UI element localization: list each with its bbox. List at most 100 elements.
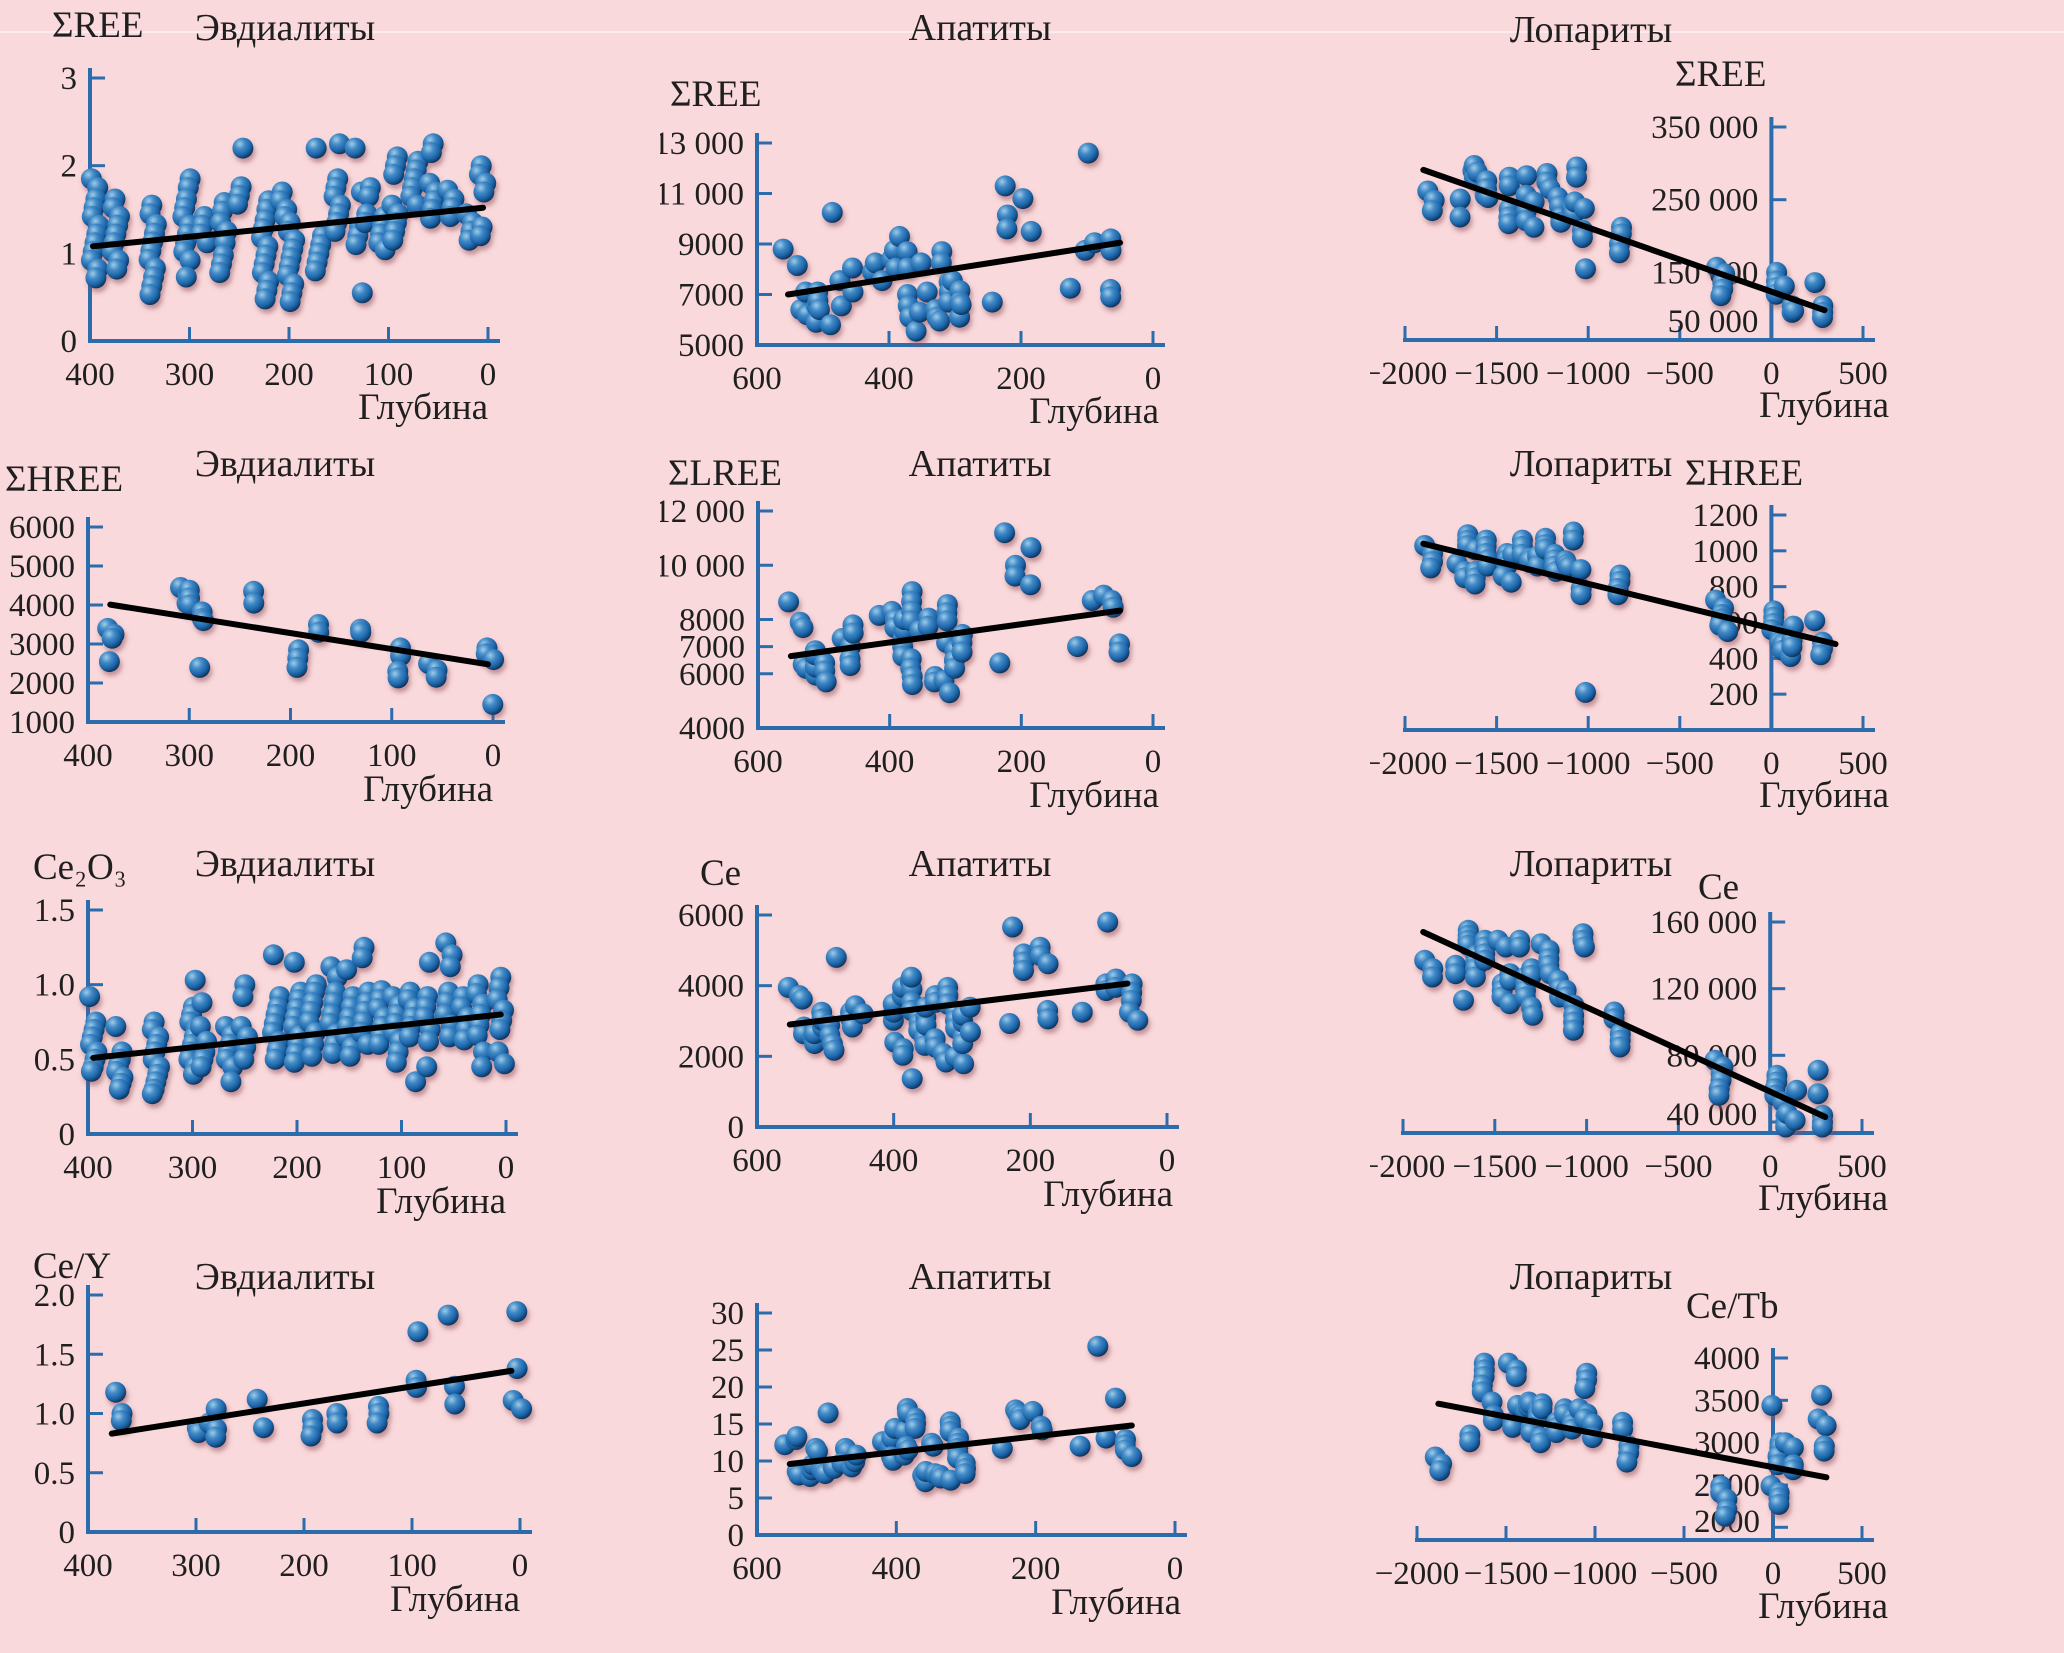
chart-title: Апатиты bbox=[908, 843, 1052, 885]
svg-text:10: 10 bbox=[711, 1444, 744, 1480]
x-axis-label: Глубина bbox=[1758, 1178, 1888, 1219]
chart-title: Эвдиалиты bbox=[194, 1256, 376, 1298]
svg-text:9000: 9000 bbox=[678, 227, 744, 263]
svg-text:500: 500 bbox=[1837, 1556, 1887, 1592]
scatter-plot: 400 300 200 100 0 0 0.5 1.0 1.5 2.0 bbox=[34, 1278, 533, 1584]
svg-text:100: 100 bbox=[364, 357, 414, 393]
svg-text:0: 0 bbox=[728, 1518, 745, 1554]
x-axis-label: Глубина bbox=[1029, 775, 1159, 816]
svg-text:10 000: 10 000 bbox=[660, 548, 745, 584]
svg-text:160 000: 160 000 bbox=[1650, 905, 1757, 941]
svg-text:−500: −500 bbox=[1644, 1149, 1712, 1185]
x-axis-label: Глубина bbox=[1029, 391, 1159, 432]
svg-text:−500: −500 bbox=[1646, 356, 1714, 392]
svg-text:200: 200 bbox=[1006, 1143, 1056, 1179]
y-axis-label: ΣHREE bbox=[1685, 453, 1804, 494]
svg-text:4000: 4000 bbox=[1694, 1341, 1760, 1377]
chart-panel-eudialyte-shree: Эвдиалиты ΣHREE Глубина 400 300 200 100 0 100… bbox=[0, 430, 660, 830]
svg-text:200: 200 bbox=[1011, 1551, 1061, 1587]
x-axis-label: Глубина bbox=[1759, 775, 1889, 816]
chart-title: Лопариты bbox=[1509, 1256, 1673, 1298]
svg-text:400: 400 bbox=[65, 357, 115, 393]
svg-text:40 000: 40 000 bbox=[1666, 1097, 1757, 1133]
y-axis-label: Ce bbox=[700, 853, 742, 894]
chart-panel-apatite-slree: Апатиты ΣLREE Глубина 600 400 200 0 4000 6000… bbox=[660, 430, 1370, 830]
chart-panel-loparite-cetb: Лопариты Ce/Tb Глубина −2000 −1500 −1000 −5… bbox=[1370, 1245, 2064, 1653]
chart-panel-loparite-shree: Лопариты ΣHREE Глубина −2000 −1500 −1000 −5… bbox=[1370, 430, 2064, 830]
svg-text:−2000: −2000 bbox=[1375, 1556, 1460, 1592]
svg-text:350 000: 350 000 bbox=[1651, 110, 1758, 146]
svg-text:3000: 3000 bbox=[9, 627, 75, 663]
svg-text:−1500: −1500 bbox=[1464, 1556, 1549, 1592]
chart-panel-eudialyte-ce2o3: Эвдиалиты Ce₂O₃ Глубина 400 300 200 100 0 0 0.… bbox=[0, 830, 660, 1245]
svg-text:15: 15 bbox=[711, 1407, 744, 1443]
svg-text:7000: 7000 bbox=[678, 278, 744, 314]
svg-text:0: 0 bbox=[1159, 1143, 1176, 1179]
chart-title: Эвдиалиты bbox=[194, 443, 376, 485]
svg-text:2.0: 2.0 bbox=[34, 1278, 75, 1314]
chart-title: Апатиты bbox=[908, 7, 1052, 49]
svg-text:0: 0 bbox=[59, 1515, 76, 1551]
svg-text:200: 200 bbox=[997, 744, 1047, 780]
svg-text:600: 600 bbox=[732, 1551, 782, 1587]
x-axis-label: Глубина bbox=[390, 1579, 520, 1620]
y-axis-label: ΣREE bbox=[670, 74, 762, 115]
svg-text:1000: 1000 bbox=[1692, 534, 1758, 570]
svg-text:0: 0 bbox=[1763, 356, 1780, 392]
chart-title: Эвдиалиты bbox=[194, 7, 376, 49]
svg-text:5: 5 bbox=[728, 1481, 745, 1517]
svg-text:1000: 1000 bbox=[9, 705, 75, 741]
svg-text:0: 0 bbox=[59, 1117, 76, 1153]
svg-text:0: 0 bbox=[498, 1150, 515, 1186]
scan-artifact-line bbox=[0, 31, 2064, 33]
y-axis-label: ΣREE bbox=[52, 5, 144, 46]
svg-text:400: 400 bbox=[865, 744, 915, 780]
x-axis-label: Глубина bbox=[1758, 1586, 1888, 1627]
svg-text:4000: 4000 bbox=[678, 969, 744, 1005]
svg-text:1.5: 1.5 bbox=[34, 1337, 75, 1373]
svg-text:3: 3 bbox=[61, 61, 78, 97]
x-axis-label: Глубина bbox=[1043, 1174, 1173, 1215]
svg-text:100: 100 bbox=[377, 1150, 427, 1186]
svg-text:300: 300 bbox=[165, 357, 215, 393]
y-axis-label: ΣREE bbox=[1675, 54, 1767, 95]
svg-text:25: 25 bbox=[711, 1333, 744, 1369]
svg-text:0: 0 bbox=[1167, 1551, 1184, 1587]
svg-text:0: 0 bbox=[728, 1110, 745, 1146]
scatter-plot: −2000−1500−1000−500050020040060080010001… bbox=[1370, 498, 1888, 782]
svg-text:4000: 4000 bbox=[679, 711, 745, 747]
svg-text:1: 1 bbox=[61, 236, 78, 272]
chart-title: Лопариты bbox=[1509, 443, 1673, 485]
svg-text:200: 200 bbox=[279, 1548, 329, 1584]
scatter-plot: −2000−1500−1000−500050020002500300035004… bbox=[1375, 1341, 1887, 1592]
svg-text:120 000: 120 000 bbox=[1650, 972, 1757, 1008]
chart-title: Апатиты bbox=[908, 443, 1052, 485]
svg-text:30: 30 bbox=[711, 1296, 744, 1332]
svg-text:0: 0 bbox=[512, 1548, 529, 1584]
svg-text:2: 2 bbox=[61, 149, 78, 185]
svg-text:−2000: −2000 bbox=[1370, 1149, 1445, 1185]
svg-text:0: 0 bbox=[61, 324, 78, 360]
svg-text:500: 500 bbox=[1838, 746, 1888, 782]
svg-text:250 000: 250 000 bbox=[1651, 183, 1758, 219]
chart-panel-loparite-ce: Лопариты Ce Глубина −2000−1500−1000 −500 0… bbox=[1370, 830, 2064, 1245]
svg-text:−1000: −1000 bbox=[1546, 356, 1631, 392]
svg-text:50 000: 50 000 bbox=[1668, 304, 1759, 340]
svg-text:11 000: 11 000 bbox=[660, 177, 744, 213]
svg-text:6000: 6000 bbox=[679, 657, 745, 693]
svg-text:5000: 5000 bbox=[678, 328, 744, 364]
svg-text:0: 0 bbox=[1145, 361, 1162, 397]
x-axis-label: Глубина bbox=[1759, 385, 1889, 426]
svg-text:−500: −500 bbox=[1646, 746, 1714, 782]
svg-text:400: 400 bbox=[63, 738, 113, 774]
chart-panel-apatite-sree: Апатиты ΣREE Глубина 600 400 200 0 5000 7000 9… bbox=[660, 0, 1370, 432]
svg-text:3500: 3500 bbox=[1694, 1383, 1760, 1419]
x-axis-label: Глубина bbox=[363, 769, 493, 810]
svg-text:−500: −500 bbox=[1650, 1556, 1718, 1592]
svg-text:100: 100 bbox=[367, 738, 417, 774]
svg-text:−1500: −1500 bbox=[1452, 1149, 1537, 1185]
